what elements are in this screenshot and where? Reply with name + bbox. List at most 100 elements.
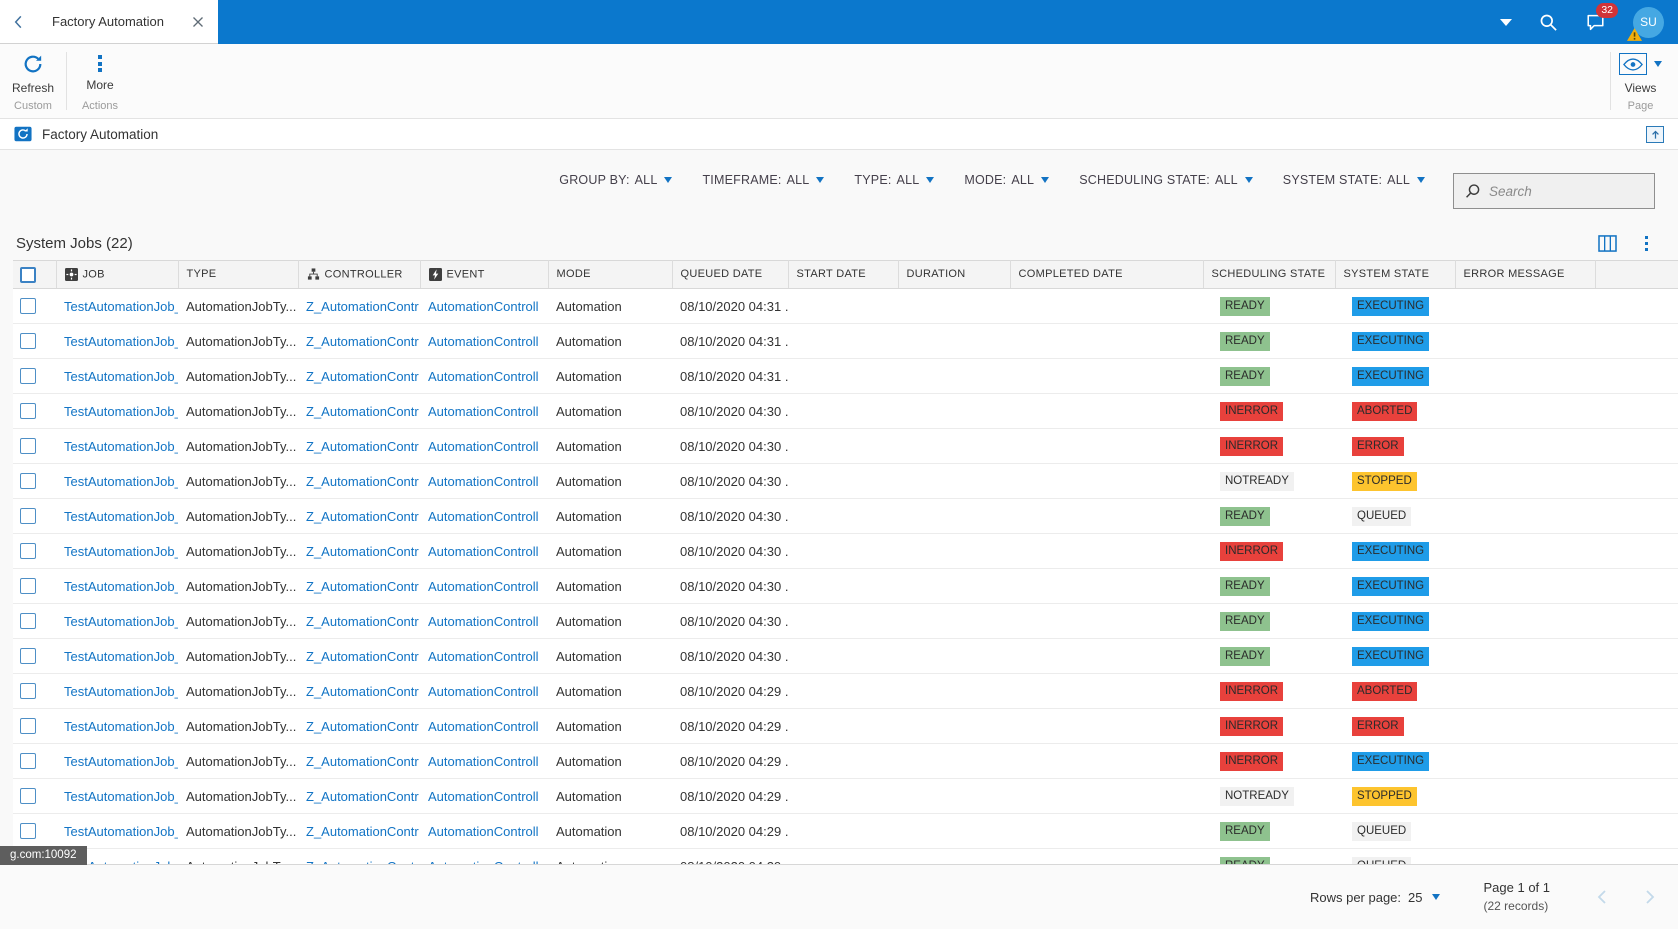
cell-job[interactable]: TestAutomationJob_ bbox=[56, 813, 178, 849]
cell-controller[interactable]: Z_AutomationContr bbox=[298, 288, 420, 324]
cell-event[interactable]: AutomationControll bbox=[420, 638, 548, 674]
row-checkbox[interactable] bbox=[20, 473, 36, 489]
cell-event[interactable]: AutomationControll bbox=[420, 498, 548, 534]
row-checkbox[interactable] bbox=[20, 333, 36, 349]
column-header-error-message[interactable]: ERROR MESSAGE bbox=[1455, 260, 1596, 289]
row-checkbox[interactable] bbox=[20, 683, 36, 699]
cell-event[interactable]: AutomationControll bbox=[420, 568, 548, 604]
cell-event[interactable]: AutomationControll bbox=[420, 533, 548, 569]
column-header-system-state[interactable]: SYSTEM STATE bbox=[1335, 260, 1456, 289]
cell-controller[interactable]: Z_AutomationContr bbox=[298, 778, 420, 814]
filter-group-by[interactable]: GROUP BY: ALL bbox=[559, 173, 673, 187]
cell-job[interactable]: TestAutomationJob_ bbox=[56, 603, 178, 639]
row-checkbox[interactable] bbox=[20, 613, 36, 629]
chevron-down-icon[interactable] bbox=[1500, 18, 1512, 26]
cell-event[interactable]: AutomationControll bbox=[420, 603, 548, 639]
column-options-button[interactable] bbox=[1597, 235, 1617, 252]
column-header-completed-date[interactable]: COMPLETED DATE bbox=[1010, 260, 1204, 289]
column-header-start-date[interactable]: START DATE bbox=[788, 260, 899, 289]
cell-event[interactable]: AutomationControll bbox=[420, 463, 548, 499]
select-all-checkbox[interactable] bbox=[20, 266, 36, 283]
cell-job[interactable]: TestAutomationJob_ bbox=[56, 848, 178, 864]
cell-event[interactable]: AutomationControll bbox=[420, 743, 548, 779]
cell-job[interactable]: TestAutomationJob_ bbox=[56, 568, 178, 604]
avatar[interactable]: SU bbox=[1627, 6, 1664, 41]
cell-controller[interactable]: Z_AutomationContr bbox=[298, 463, 420, 499]
cell-job[interactable]: TestAutomationJob_ bbox=[56, 673, 178, 709]
cell-job[interactable]: TestAutomationJob_ bbox=[56, 428, 178, 464]
cell-event[interactable]: AutomationControll bbox=[420, 358, 548, 394]
cell-event[interactable]: AutomationControll bbox=[420, 673, 548, 709]
cell-job[interactable]: TestAutomationJob_ bbox=[56, 323, 178, 359]
cell-controller[interactable]: Z_AutomationContr bbox=[298, 813, 420, 849]
cell-controller[interactable]: Z_AutomationContr bbox=[298, 533, 420, 569]
next-page-button[interactable] bbox=[1640, 888, 1658, 906]
row-checkbox[interactable] bbox=[20, 753, 36, 769]
filter-type[interactable]: TYPE: ALL bbox=[854, 173, 935, 187]
cell-event[interactable]: AutomationControll bbox=[420, 288, 548, 324]
row-checkbox[interactable] bbox=[20, 788, 36, 804]
filter-scheduling-state[interactable]: SCHEDULING STATE: ALL bbox=[1079, 173, 1253, 187]
column-header-type[interactable]: TYPE bbox=[178, 260, 299, 289]
row-checkbox[interactable] bbox=[20, 368, 36, 384]
cell-controller[interactable]: Z_AutomationContr bbox=[298, 428, 420, 464]
row-checkbox[interactable] bbox=[20, 543, 36, 559]
cell-job[interactable]: TestAutomationJob_ bbox=[56, 288, 178, 324]
search-icon[interactable] bbox=[1539, 13, 1558, 32]
tab-factory-automation[interactable]: Factory Automation bbox=[36, 0, 218, 43]
column-header-scheduling-state[interactable]: SCHEDULING STATE bbox=[1203, 260, 1336, 289]
grid-more-button[interactable] bbox=[1644, 235, 1648, 252]
close-icon[interactable] bbox=[192, 16, 204, 28]
row-checkbox[interactable] bbox=[20, 578, 36, 594]
rows-per-page-control[interactable]: Rows per page: 25 bbox=[1310, 890, 1440, 905]
cell-controller[interactable]: Z_AutomationContr bbox=[298, 848, 420, 864]
filter-system-state[interactable]: SYSTEM STATE: ALL bbox=[1283, 173, 1425, 187]
cell-event[interactable]: AutomationControll bbox=[420, 708, 548, 744]
cell-controller[interactable]: Z_AutomationContr bbox=[298, 743, 420, 779]
more-button[interactable]: More bbox=[78, 44, 121, 94]
cell-controller[interactable]: Z_AutomationContr bbox=[298, 568, 420, 604]
cell-controller[interactable]: Z_AutomationContr bbox=[298, 603, 420, 639]
column-header-event[interactable]: EVENT bbox=[420, 260, 549, 289]
cell-job[interactable]: TestAutomationJob_ bbox=[56, 463, 178, 499]
filter-timeframe[interactable]: TIMEFRAME: ALL bbox=[702, 173, 825, 187]
cell-controller[interactable]: Z_AutomationContr bbox=[298, 358, 420, 394]
row-checkbox[interactable] bbox=[20, 508, 36, 524]
column-header-queued-date[interactable]: QUEUED DATE bbox=[672, 260, 789, 289]
chat-icon[interactable]: 32 bbox=[1585, 3, 1618, 32]
cell-controller[interactable]: Z_AutomationContr bbox=[298, 323, 420, 359]
cell-controller[interactable]: Z_AutomationContr bbox=[298, 638, 420, 674]
column-header-controller[interactable]: CONTROLLER bbox=[298, 260, 421, 289]
cell-event[interactable]: AutomationControll bbox=[420, 848, 548, 864]
row-checkbox[interactable] bbox=[20, 298, 36, 314]
row-checkbox[interactable] bbox=[20, 718, 36, 734]
cell-event[interactable]: AutomationControll bbox=[420, 778, 548, 814]
cell-job[interactable]: TestAutomationJob_ bbox=[56, 638, 178, 674]
refresh-button[interactable]: Refresh bbox=[4, 44, 62, 97]
cell-event[interactable]: AutomationControll bbox=[420, 813, 548, 849]
row-checkbox[interactable] bbox=[20, 438, 36, 454]
cell-job[interactable]: TestAutomationJob_ bbox=[56, 358, 178, 394]
search-input[interactable] bbox=[1489, 183, 1644, 199]
cell-event[interactable]: AutomationControll bbox=[420, 323, 548, 359]
cell-event[interactable]: AutomationControll bbox=[420, 393, 548, 429]
column-header-mode[interactable]: MODE bbox=[548, 260, 673, 289]
cell-job[interactable]: TestAutomationJob_ bbox=[56, 498, 178, 534]
row-checkbox[interactable] bbox=[20, 823, 36, 839]
row-checkbox[interactable] bbox=[20, 648, 36, 664]
column-header-duration[interactable]: DURATION bbox=[898, 260, 1011, 289]
cell-job[interactable]: TestAutomationJob_ bbox=[56, 393, 178, 429]
cell-job[interactable]: TestAutomationJob_ bbox=[56, 778, 178, 814]
cell-controller[interactable]: Z_AutomationContr bbox=[298, 498, 420, 534]
cell-job[interactable]: TestAutomationJob_ bbox=[56, 743, 178, 779]
cell-controller[interactable]: Z_AutomationContr bbox=[298, 393, 420, 429]
back-button[interactable] bbox=[0, 0, 36, 43]
cell-controller[interactable]: Z_AutomationContr bbox=[298, 673, 420, 709]
cell-controller[interactable]: Z_AutomationContr bbox=[298, 708, 420, 744]
expand-button[interactable] bbox=[1646, 125, 1664, 143]
row-checkbox[interactable] bbox=[20, 403, 36, 419]
previous-page-button[interactable] bbox=[1594, 888, 1612, 906]
filter-mode[interactable]: MODE: ALL bbox=[964, 173, 1050, 187]
views-button[interactable]: Views bbox=[1611, 44, 1670, 97]
column-header-job[interactable]: JOB bbox=[56, 260, 179, 289]
